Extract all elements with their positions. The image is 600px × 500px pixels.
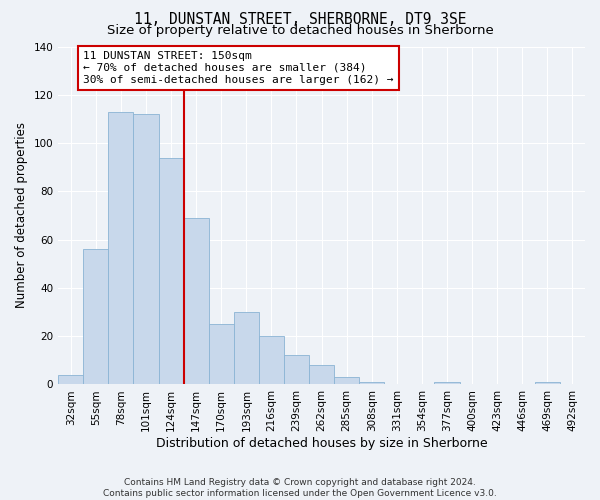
Bar: [309, 365, 334, 384]
Bar: [133, 114, 158, 384]
Text: 11 DUNSTAN STREET: 150sqm
← 70% of detached houses are smaller (384)
30% of semi: 11 DUNSTAN STREET: 150sqm ← 70% of detac…: [83, 52, 394, 84]
X-axis label: Distribution of detached houses by size in Sherborne: Distribution of detached houses by size …: [156, 437, 487, 450]
Bar: [184, 218, 209, 384]
Bar: [83, 250, 109, 384]
Bar: [334, 377, 359, 384]
Bar: [535, 382, 560, 384]
Bar: [259, 336, 284, 384]
Text: 11, DUNSTAN STREET, SHERBORNE, DT9 3SE: 11, DUNSTAN STREET, SHERBORNE, DT9 3SE: [134, 12, 466, 28]
Bar: [434, 382, 460, 384]
Bar: [209, 324, 234, 384]
Bar: [359, 382, 385, 384]
Bar: [109, 112, 133, 384]
Bar: [158, 158, 184, 384]
Text: Contains HM Land Registry data © Crown copyright and database right 2024.
Contai: Contains HM Land Registry data © Crown c…: [103, 478, 497, 498]
Bar: [234, 312, 259, 384]
Bar: [284, 356, 309, 384]
Text: Size of property relative to detached houses in Sherborne: Size of property relative to detached ho…: [107, 24, 493, 37]
Bar: [58, 375, 83, 384]
Y-axis label: Number of detached properties: Number of detached properties: [15, 122, 28, 308]
